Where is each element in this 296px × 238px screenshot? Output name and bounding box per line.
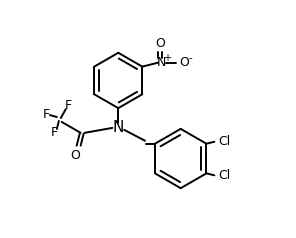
Text: -: - bbox=[189, 53, 193, 63]
Text: F: F bbox=[65, 99, 72, 112]
Text: F: F bbox=[50, 126, 57, 139]
Text: Cl: Cl bbox=[218, 135, 230, 148]
Text: F: F bbox=[42, 108, 49, 121]
Text: O: O bbox=[71, 149, 81, 162]
Text: +: + bbox=[163, 53, 171, 63]
Text: Cl: Cl bbox=[218, 169, 230, 182]
Text: O: O bbox=[155, 37, 165, 50]
Text: O: O bbox=[179, 56, 189, 69]
Text: N: N bbox=[157, 56, 166, 69]
Text: N: N bbox=[112, 120, 124, 135]
